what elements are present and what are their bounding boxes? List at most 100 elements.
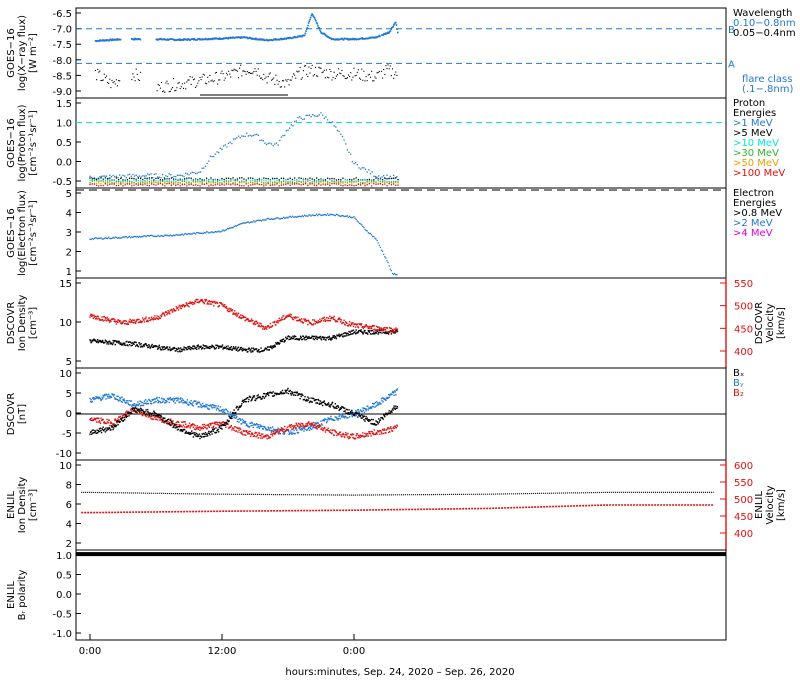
dscovr-velocity-point [128,321,131,323]
dscovr-density-point [324,336,326,339]
mag-bx-point [362,416,365,418]
proton-5-point [320,184,322,186]
dscovr-density-point [235,346,237,348]
mag-by-point [238,421,240,423]
proton-1-point [159,179,162,181]
dscovr-velocity-point [359,323,362,325]
mag-bx-point [218,426,220,428]
proton-2-point [133,179,135,181]
dscovr-density-point [156,348,159,350]
dscovr-velocity-point [181,304,183,307]
mag-bx-point [266,392,269,394]
mag-bz-point [189,425,192,427]
xray-short-point [285,79,287,81]
dscovr-density-point [293,336,295,338]
mag-bx-point [266,393,268,396]
mag-bx-point [363,419,365,421]
mag-bx-point [108,426,110,429]
proton-5-point [133,184,135,186]
xray-short-point [288,84,290,86]
dscovr-velocity-point [234,313,236,315]
proton-1-point [172,178,175,180]
proton-0-point [285,130,287,132]
dscovr-velocity-point [333,315,335,318]
dscovr-velocity-point [281,319,284,321]
mag-bx-point [222,424,224,427]
mag-by-point [166,400,168,403]
mag-bz-point [124,414,126,416]
mag-bz-point [130,409,132,411]
mag-by-point [296,429,298,431]
dscovr-density-point [196,348,198,350]
mag-bx-point [381,417,384,419]
legend-entry-proton: >5 MeV [733,128,773,139]
mag-bx-point [112,427,115,429]
proton-3-point [95,180,98,182]
mag-bx-point [294,391,296,394]
electron-2mev-point [331,213,333,216]
proton-2-point [265,179,267,182]
dscovr-density-point [99,339,101,342]
proton-5-point [271,184,274,186]
dscovr-velocity-point [179,307,181,309]
proton-3-point [100,180,102,182]
dscovr-velocity-series [89,298,399,333]
mag-bx-point [163,417,165,420]
mag-by-point [281,430,284,432]
xray-short-point [184,82,186,84]
proton-3-point [148,181,151,183]
proton-1-point [333,178,335,180]
xray-long-point [292,37,294,39]
electron-2mev-point [278,218,280,220]
mag-bz-point [257,434,259,436]
proton-0-point [92,177,94,180]
mag-by-point [267,426,269,429]
proton-2-point [346,179,349,182]
legend-entry-electron: Electron [733,188,774,199]
dscovr-velocity-point [396,328,399,330]
xray-long-point [294,35,296,38]
electron-2mev-point [133,235,135,238]
mag-bz-point [203,423,206,426]
proton-1-point [137,177,140,179]
mag-bx-point [396,406,399,408]
dscovr-density-point [306,336,308,338]
mag-by-point [271,426,274,428]
mag-bz-point [277,429,279,431]
proton-3-point [122,180,124,182]
proton-2-point [219,179,221,181]
dscovr-density-point [375,331,377,333]
proton-4-point [324,182,327,185]
mag-bx-point [387,412,390,415]
electron-2mev-point [277,217,279,219]
proton-4-point [139,181,142,183]
proton-0-point [175,175,177,178]
mag-by-point [233,414,236,417]
ylabel-dscovr_plasma: [cm⁻³] [28,307,39,339]
proton-3-point [318,181,320,183]
mag-bx-point [300,395,302,398]
mag-by-point [339,414,341,416]
xray-long-point [377,35,380,38]
dscovr-velocity-point [254,323,257,326]
proton-2-point [214,179,217,181]
mag-by-point [122,398,124,401]
electron-2mev-point [329,214,331,216]
xray-short-point [276,79,278,81]
dscovr-density-point [89,340,92,342]
mag-bz-point [272,432,274,435]
proton-4-point [274,182,276,184]
xray-short-point [167,83,169,85]
mag-bx-point [200,435,202,438]
proton-3-point [359,182,362,184]
dscovr-velocity-point [285,315,288,317]
dscovr-velocity-point [373,325,376,327]
dscovr-density-point [227,345,229,347]
proton-0-point [317,115,319,117]
mag-bx-point [243,398,246,401]
xray-long-point [182,39,185,42]
mag-bz-point [254,431,257,434]
mag-bx-point [284,389,286,392]
dscovr-velocity-point [95,317,98,319]
ylabel-enlil_polarity: ENLIL [6,581,17,609]
